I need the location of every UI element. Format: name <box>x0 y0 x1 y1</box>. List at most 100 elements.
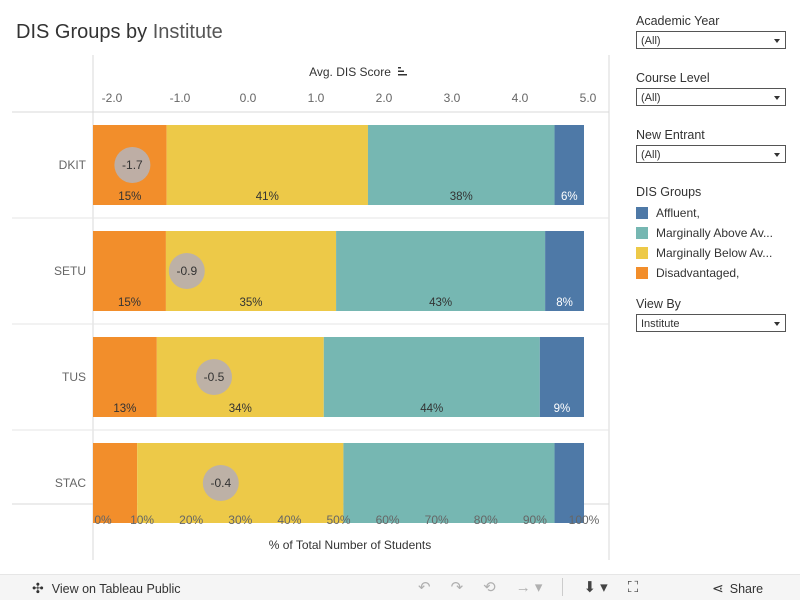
sort-icon-bar <box>398 67 401 69</box>
category-label: TUS <box>62 370 86 384</box>
bar-segment[interactable] <box>545 231 584 311</box>
academic-year-value: (All) <box>641 35 661 47</box>
bottom-tick-label: 70% <box>425 513 449 527</box>
bar-data-label: 13% <box>113 403 136 415</box>
chevron-down-icon <box>774 96 780 100</box>
legend-swatch <box>636 227 648 239</box>
chevron-down-icon <box>774 322 780 326</box>
chevron-down-icon <box>774 153 780 157</box>
page-title: DIS Groups by Institute <box>16 21 223 44</box>
legend-label: Disadvantaged, <box>656 266 740 280</box>
top-tick-label: -1.0 <box>170 91 191 105</box>
legend-label: Marginally Below Av... <box>656 246 773 260</box>
bottom-tick-label: 50% <box>326 513 350 527</box>
top-tick-label: 5.0 <box>580 91 597 105</box>
bar-segment[interactable] <box>554 443 584 523</box>
bar-data-label: 15% <box>118 297 141 309</box>
dis-score-mark[interactable] <box>168 253 205 289</box>
bar-segment[interactable] <box>336 231 546 311</box>
academic-year-filter: Academic Year (All) <box>636 14 788 49</box>
bottom-axis-title: % of Total Number of Students <box>269 538 432 552</box>
dis-score-label: -0.9 <box>176 264 197 278</box>
academic-year-label: Academic Year <box>636 14 720 28</box>
top-tick-label: 4.0 <box>512 91 529 105</box>
academic-year-select[interactable]: (All) <box>636 31 786 49</box>
bar-segment[interactable] <box>323 337 540 417</box>
bottom-tick-label: 30% <box>228 513 252 527</box>
bar-data-label: 41% <box>256 191 279 203</box>
course-level-select[interactable]: (All) <box>636 88 786 106</box>
share-button[interactable]: ⋖ Share <box>712 580 763 597</box>
bottom-tick-label: 60% <box>376 513 400 527</box>
bottom-tick-label: 80% <box>474 513 498 527</box>
top-axis-title: Avg. DIS Score <box>309 65 391 79</box>
legend-item-marginally-below[interactable]: Marginally Below Av... <box>636 243 788 263</box>
dis-score-mark[interactable] <box>202 465 239 501</box>
view-by-value: Institute <box>641 318 680 330</box>
bar-data-label: 6% <box>561 191 578 203</box>
legend-item-disadvantaged[interactable]: Disadvantaged, <box>636 263 788 283</box>
redo-icon[interactable]: ↷ <box>450 579 464 596</box>
bottom-tick-label: 0% <box>94 513 112 527</box>
view-by-label: View By <box>636 297 681 311</box>
bar-segment[interactable] <box>156 337 324 417</box>
legend: DIS Groups Affluent, Marginally Above Av… <box>636 185 788 283</box>
legend-label: Marginally Above Av... <box>656 226 773 240</box>
new-entrant-filter: New Entrant (All) <box>636 128 788 163</box>
bar-segment[interactable] <box>137 443 344 523</box>
bar-segment[interactable] <box>539 337 584 417</box>
bar-data-label: 9% <box>554 403 571 415</box>
bar-segment[interactable] <box>343 443 555 523</box>
dis-score-mark[interactable] <box>114 147 151 183</box>
new-entrant-select[interactable]: (All) <box>636 145 786 163</box>
bar-data-label: 43% <box>429 297 452 309</box>
top-tick-label: -2.0 <box>102 91 123 105</box>
bottom-tick-label: 90% <box>523 513 547 527</box>
view-by-select[interactable]: Institute <box>636 314 786 332</box>
legend-swatch <box>636 207 648 219</box>
share-icon: ⋖ <box>712 580 724 596</box>
dis-score-label: -1.7 <box>122 158 143 172</box>
top-tick-label: 2.0 <box>376 91 393 105</box>
revert-icon[interactable]: ⟲ <box>483 579 496 596</box>
legend-title: DIS Groups <box>636 185 702 199</box>
course-level-label: Course Level <box>636 71 710 85</box>
category-label: STAC <box>55 476 86 490</box>
sort-icon[interactable] <box>398 67 407 76</box>
category-label: DKIT <box>59 158 87 172</box>
dis-score-label: -0.4 <box>210 476 231 490</box>
view-on-tableau-link[interactable]: ✣ View on Tableau Public <box>32 580 181 597</box>
bar-segment[interactable] <box>93 337 157 417</box>
chevron-down-icon <box>774 39 780 43</box>
legend-swatch <box>636 267 648 279</box>
sort-icon-bar <box>398 74 407 76</box>
bottom-tick-label: 100% <box>569 513 600 527</box>
view-by-filter: View By Institute <box>636 297 788 332</box>
top-tick-label: 1.0 <box>308 91 325 105</box>
legend-swatch <box>636 247 648 259</box>
fullscreen-icon[interactable]: ⛶ <box>627 578 639 596</box>
legend-item-affluent[interactable]: Affluent, <box>636 203 788 223</box>
view-on-tableau-label: View on Tableau Public <box>51 581 181 596</box>
filter-panel: Academic Year (All) Course Level (All) N… <box>636 14 788 354</box>
undo-icon[interactable]: ↶ <box>418 579 431 596</box>
title-light: Institute <box>152 21 223 43</box>
course-level-value: (All) <box>641 92 661 104</box>
tableau-footer: ✣ View on Tableau Public ↶ ↷ ⟲ → ▾ ⬇ ▾ ⛶… <box>0 574 800 600</box>
bar-segment[interactable] <box>166 125 368 205</box>
top-tick-label: 0.0 <box>240 91 257 105</box>
refresh-icon[interactable]: → ▾ <box>515 579 543 596</box>
category-label: SETU <box>54 264 86 278</box>
bar-segment[interactable] <box>93 231 166 311</box>
bar-segment[interactable] <box>554 125 584 205</box>
dis-score-mark[interactable] <box>196 359 232 395</box>
tableau-logo-icon: ✣ <box>32 580 44 596</box>
bar-segment[interactable] <box>93 443 138 523</box>
top-tick-label: 3.0 <box>444 91 461 105</box>
download-icon[interactable]: ⬇ ▾ <box>583 579 608 596</box>
bottom-tick-label: 10% <box>130 513 154 527</box>
legend-item-marginally-above[interactable]: Marginally Above Av... <box>636 223 788 243</box>
bar-data-label: 44% <box>420 403 443 415</box>
bottom-tick-label: 40% <box>277 513 301 527</box>
bar-segment[interactable] <box>367 125 555 205</box>
